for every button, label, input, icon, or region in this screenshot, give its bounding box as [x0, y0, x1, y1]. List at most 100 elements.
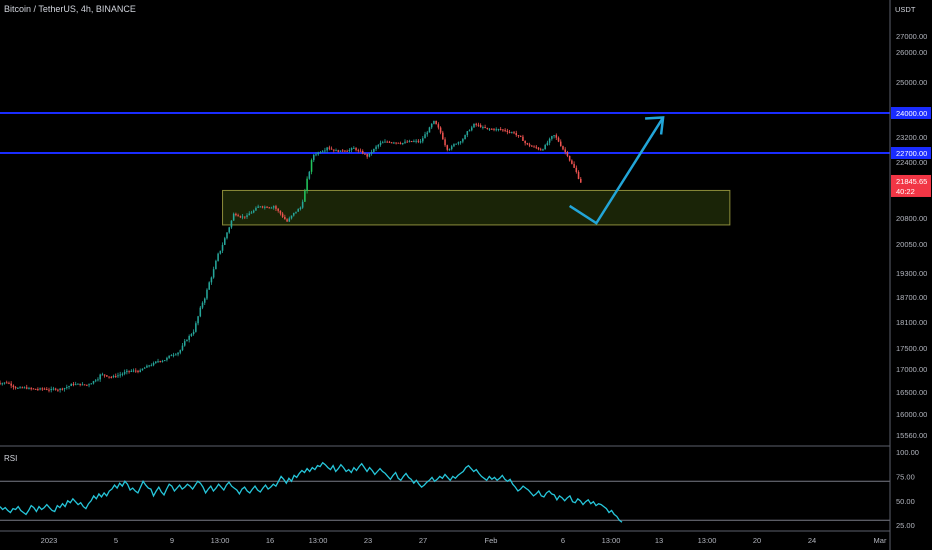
candle-body: [284, 216, 286, 220]
candle-body: [52, 388, 55, 390]
price-tick: 22400.00: [896, 158, 927, 167]
symbol-title: Bitcoin / TetherUS, 4h, BINANCE: [4, 4, 136, 14]
candle-body: [428, 127, 431, 133]
level-tag-22700.00: 22700.00: [896, 149, 927, 158]
candle-body: [94, 380, 97, 382]
price-tick: 23200.00: [896, 133, 927, 142]
candle-body: [21, 387, 24, 389]
projection-arrowhead: [645, 116, 665, 135]
candle-body: [317, 152, 320, 155]
candle-body: [114, 376, 117, 378]
price-tick: 19300.00: [896, 269, 927, 278]
candle-body: [544, 145, 546, 150]
candle-body: [19, 387, 21, 389]
candle-body: [221, 244, 224, 251]
candle-body: [275, 206, 277, 209]
candle-body: [366, 154, 368, 157]
candle-body: [368, 153, 371, 157]
candle-body: [528, 144, 531, 146]
time-tick: Mar: [874, 536, 887, 545]
candle-body: [450, 146, 453, 150]
candle-body: [74, 384, 77, 386]
candle-body: [168, 355, 170, 358]
candle-body: [319, 152, 322, 154]
price-tick: 20050.00: [896, 240, 927, 249]
candle-body: [566, 151, 569, 156]
candle-body: [577, 171, 580, 179]
candle-body: [92, 381, 95, 384]
candle-body: [426, 132, 429, 135]
candle-body: [43, 388, 46, 390]
candle-body: [326, 147, 328, 151]
rsi-label: RSI: [4, 454, 17, 463]
price-tick: 15560.00: [896, 431, 927, 440]
candle-body: [226, 232, 228, 239]
candle-body: [137, 370, 139, 372]
candle-body: [279, 210, 282, 214]
candle-body: [390, 142, 393, 144]
candle-body: [395, 142, 397, 144]
candle-body: [479, 125, 482, 128]
candle-body: [219, 250, 222, 254]
candle-body: [155, 361, 157, 364]
candle-body: [399, 143, 402, 145]
candle-body: [54, 388, 57, 390]
candle-body: [442, 132, 444, 140]
candle-body: [408, 141, 411, 143]
candle-body: [448, 149, 451, 151]
candle-body: [119, 374, 121, 376]
candle-body: [477, 124, 480, 126]
candle-body: [195, 323, 197, 332]
candle-body: [197, 316, 199, 324]
candle-body: [439, 127, 442, 133]
time-tick: 13: [655, 536, 663, 545]
level-tag-bg: [891, 107, 931, 119]
candle-body: [128, 370, 130, 372]
candle-body: [141, 368, 144, 371]
candle-body: [553, 135, 555, 137]
candle-body: [90, 383, 93, 385]
candle-body: [473, 123, 475, 128]
candle-body: [493, 128, 495, 130]
candle-body: [308, 171, 311, 179]
candle-body: [559, 141, 562, 147]
candle-body: [152, 363, 155, 366]
candle-body: [299, 207, 302, 210]
candle-body: [341, 150, 344, 152]
candle-body: [453, 144, 455, 147]
candle-body: [8, 382, 10, 384]
candle-body: [241, 216, 244, 218]
candle-body: [524, 140, 526, 144]
candle-body: [230, 220, 233, 228]
candle-body: [515, 133, 518, 136]
candle-body: [148, 365, 150, 367]
candle-body: [330, 148, 333, 150]
candle-body: [417, 140, 420, 142]
candle-body: [175, 354, 177, 356]
candle-body: [306, 178, 308, 191]
candle-body: [130, 370, 133, 372]
candle-body: [455, 143, 457, 145]
price-tick: 18700.00: [896, 293, 927, 302]
time-tick: 27: [419, 536, 427, 545]
candle-body: [328, 147, 331, 149]
candle-body: [466, 131, 469, 136]
candle-body: [146, 365, 148, 368]
candle-body: [159, 361, 162, 363]
candle-body: [41, 388, 44, 390]
candle-body: [257, 206, 259, 208]
candle-body: [388, 141, 391, 143]
rsi-pane[interactable]: RSI: [0, 454, 890, 523]
price-pane[interactable]: [0, 112, 890, 393]
candle-body: [350, 148, 353, 150]
candle-body: [526, 143, 529, 145]
candle-body: [290, 215, 293, 219]
countdown: 40:22: [896, 187, 915, 196]
candle-body: [61, 388, 64, 390]
candle-body: [444, 139, 446, 146]
candle-body: [459, 141, 462, 143]
candle-body: [333, 149, 335, 151]
candle-body: [312, 154, 315, 161]
candle-body: [386, 141, 388, 143]
